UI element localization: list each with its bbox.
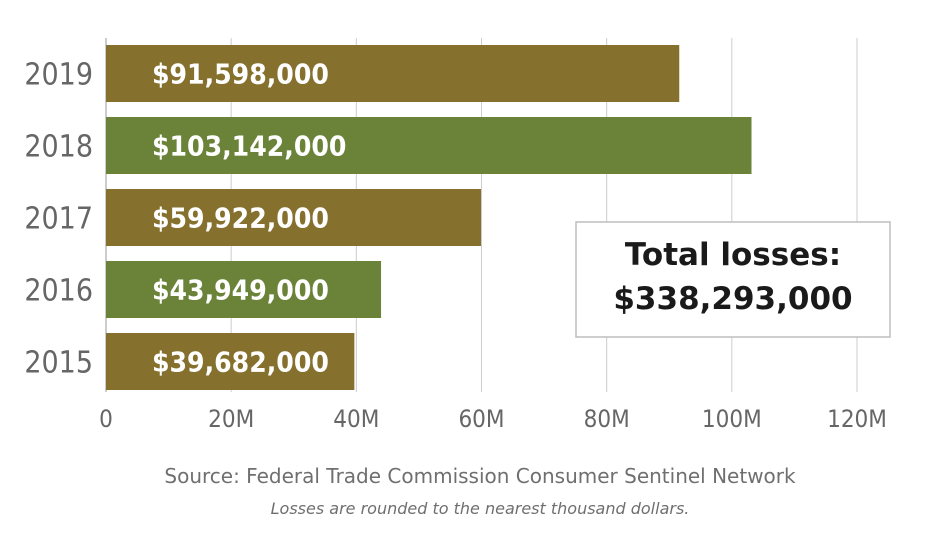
bar-2016 (106, 261, 382, 318)
callout-total: $338,293,000 (613, 281, 852, 317)
bar-value-label: $39,682,000 (152, 346, 329, 379)
rounding-note: Losses are rounded to the nearest thousa… (271, 499, 690, 518)
year-label: 2016 (24, 274, 93, 309)
bar-2018 (106, 117, 752, 174)
x-tick-label: 100M (702, 405, 762, 433)
bar-2015 (106, 333, 355, 390)
year-labels: 2019 2018 2017 2016 2015 (24, 58, 93, 381)
bar-2017 (106, 189, 482, 246)
year-label: 2019 (24, 58, 93, 93)
x-tick-labels: 0 20M 40M 60M 80M 100M 120M (99, 405, 887, 433)
x-tick-label: 40M (333, 405, 379, 433)
bar-value-label: $59,922,000 (152, 202, 329, 235)
callout-title: Total losses: (625, 237, 841, 273)
bar-value-label: $91,598,000 (152, 58, 329, 91)
year-label: 2015 (24, 346, 93, 381)
x-tick-label: 60M (458, 405, 504, 433)
bar-2019 (106, 45, 680, 102)
x-tick-label: 0 (99, 405, 113, 433)
source-note: Source: Federal Trade Commission Consume… (164, 464, 796, 488)
year-label: 2017 (24, 202, 93, 237)
x-tick-label: 20M (208, 405, 254, 433)
bar-value-label: $43,949,000 (152, 274, 329, 307)
year-label: 2018 (24, 130, 93, 165)
total-losses-callout: Total losses: $338,293,000 (575, 221, 891, 338)
x-tick-label: 120M (827, 405, 887, 433)
bars: $91,598,000 $103,142,000 $59,922,000 $43,94… (106, 45, 752, 390)
bar-value-label: $103,142,000 (152, 130, 346, 163)
x-tick-label: 80M (584, 405, 630, 433)
callout-box (575, 221, 891, 338)
